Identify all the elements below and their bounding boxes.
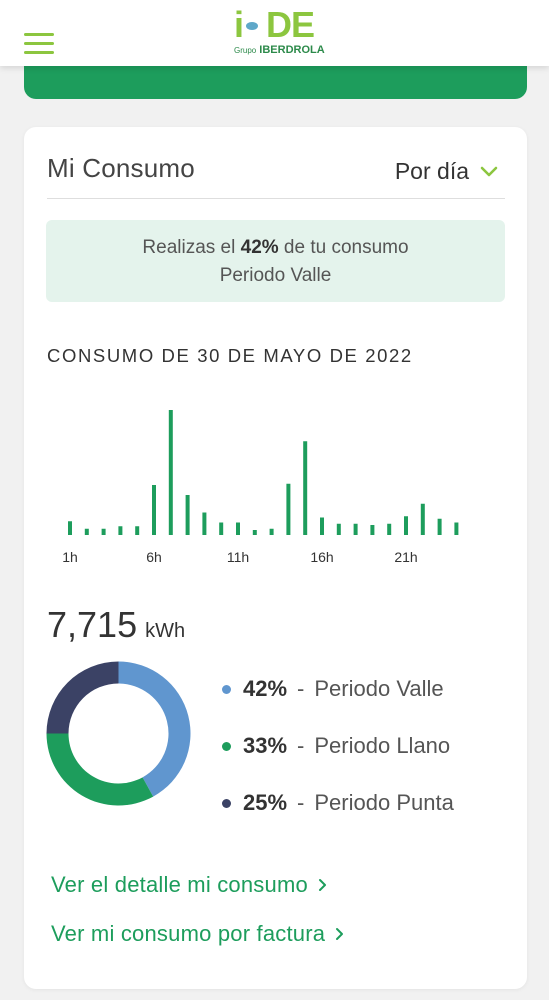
legend-name: Periodo Punta (314, 790, 454, 815)
bar-5h (135, 526, 140, 535)
logo-iberdrola-text: IBERDROLA (259, 44, 325, 56)
mi-consumo-card: Mi Consumo Por día Realizas el 42% de tu… (24, 127, 527, 989)
legend-name: Periodo Valle (314, 676, 444, 701)
divider (47, 198, 505, 199)
bar-4h (118, 526, 123, 535)
invoice-consumption-link-label: Ver mi consumo por factura (51, 921, 326, 946)
total-unit: kWh (145, 620, 186, 642)
x-tick-label: 11h (227, 549, 249, 565)
legend-name: Periodo Llano (314, 733, 451, 758)
bar-13h (269, 528, 274, 535)
info-percent: 42% (240, 237, 279, 258)
bar-12h (252, 530, 257, 535)
period-selector[interactable]: Por día (395, 156, 499, 186)
bar-14h (286, 483, 291, 535)
legend-item-punta: 25% - Periodo Punta (222, 788, 454, 818)
legend-percent: 25% (243, 790, 288, 815)
chevron-right-icon (336, 928, 344, 940)
x-tick-label: 1h (62, 549, 78, 565)
logo-grupo-text: Grupo (234, 46, 257, 55)
app-header: i DE Grupo IBERDROLA (0, 0, 549, 66)
hamburger-menu-icon[interactable] (24, 33, 54, 55)
info-period: Periodo Valle (219, 265, 332, 286)
legend-dot-punta (222, 798, 231, 808)
bar-23h (437, 518, 442, 535)
logo-globe-icon (244, 20, 260, 32)
period-donut-chart (46, 661, 191, 806)
legend-dot-llano (222, 741, 231, 751)
bar-15h (303, 441, 308, 535)
chevron-down-icon (480, 166, 498, 177)
x-tick-label: 16h (310, 549, 333, 565)
bar-18h (353, 523, 358, 535)
x-tick-label: 6h (146, 549, 162, 565)
bar-10h (219, 522, 224, 535)
info-suffix: de tu consumo (278, 237, 409, 258)
bar-2h (84, 528, 89, 535)
chevron-right-icon (318, 879, 326, 891)
ide-iberdrola-logo[interactable]: i DE Grupo IBERDROLA (232, 4, 325, 58)
logo-letters-de: DE (266, 4, 315, 45)
bar-1h (68, 521, 72, 535)
bar-8h (185, 495, 190, 535)
detail-consumption-link-label: Ver el detalle mi consumo (51, 872, 308, 897)
chart-title: CONSUMO DE 30 DE MAYO DE 2022 (47, 345, 413, 366)
legend-percent: 33% (243, 733, 288, 758)
bar-24h (454, 522, 459, 535)
bar-20h (387, 523, 392, 535)
hourly-consumption-bar-chart: 1h 6h 11h 16h 21h (62, 410, 459, 565)
total-value: 7,715 (47, 604, 138, 645)
logo-letter-i: i (234, 4, 244, 45)
bar-16h (320, 517, 324, 535)
green-banner (24, 60, 527, 99)
total-consumption: 7,715 kWh (47, 604, 186, 645)
detail-consumption-link[interactable]: Ver el detalle mi consumo (51, 872, 328, 898)
donut-slice-periodo-valle (118, 661, 191, 797)
donut-slice-periodo-punta (46, 661, 119, 734)
bar-21h (404, 516, 408, 535)
info-prefix: Realizas el (142, 237, 241, 258)
bar-11h (236, 522, 240, 535)
bar-7h (168, 410, 173, 535)
card-title: Mi Consumo (47, 153, 195, 183)
legend-separator: - (297, 733, 305, 758)
bar-9h (202, 512, 207, 535)
bar-22h (420, 503, 425, 535)
bar-3h (101, 528, 106, 535)
legend-percent: 42% (243, 676, 288, 701)
bar-17h (336, 523, 341, 535)
bar-19h (370, 525, 375, 535)
legend-item-valle: 42% - Periodo Valle (222, 674, 444, 704)
legend-item-llano: 33% - Periodo Llano (222, 731, 450, 761)
legend-separator: - (297, 676, 305, 701)
donut-slice-periodo-llano (46, 733, 154, 806)
legend-dot-valle (222, 684, 231, 694)
legend-separator: - (297, 790, 305, 815)
bar-6h (152, 485, 156, 535)
consumption-info-box: Realizas el 42% de tu consumo Periodo Va… (46, 220, 505, 302)
invoice-consumption-link[interactable]: Ver mi consumo por factura (51, 921, 345, 947)
period-selector-label: Por día (394, 157, 469, 184)
x-tick-label: 21h (394, 549, 417, 565)
